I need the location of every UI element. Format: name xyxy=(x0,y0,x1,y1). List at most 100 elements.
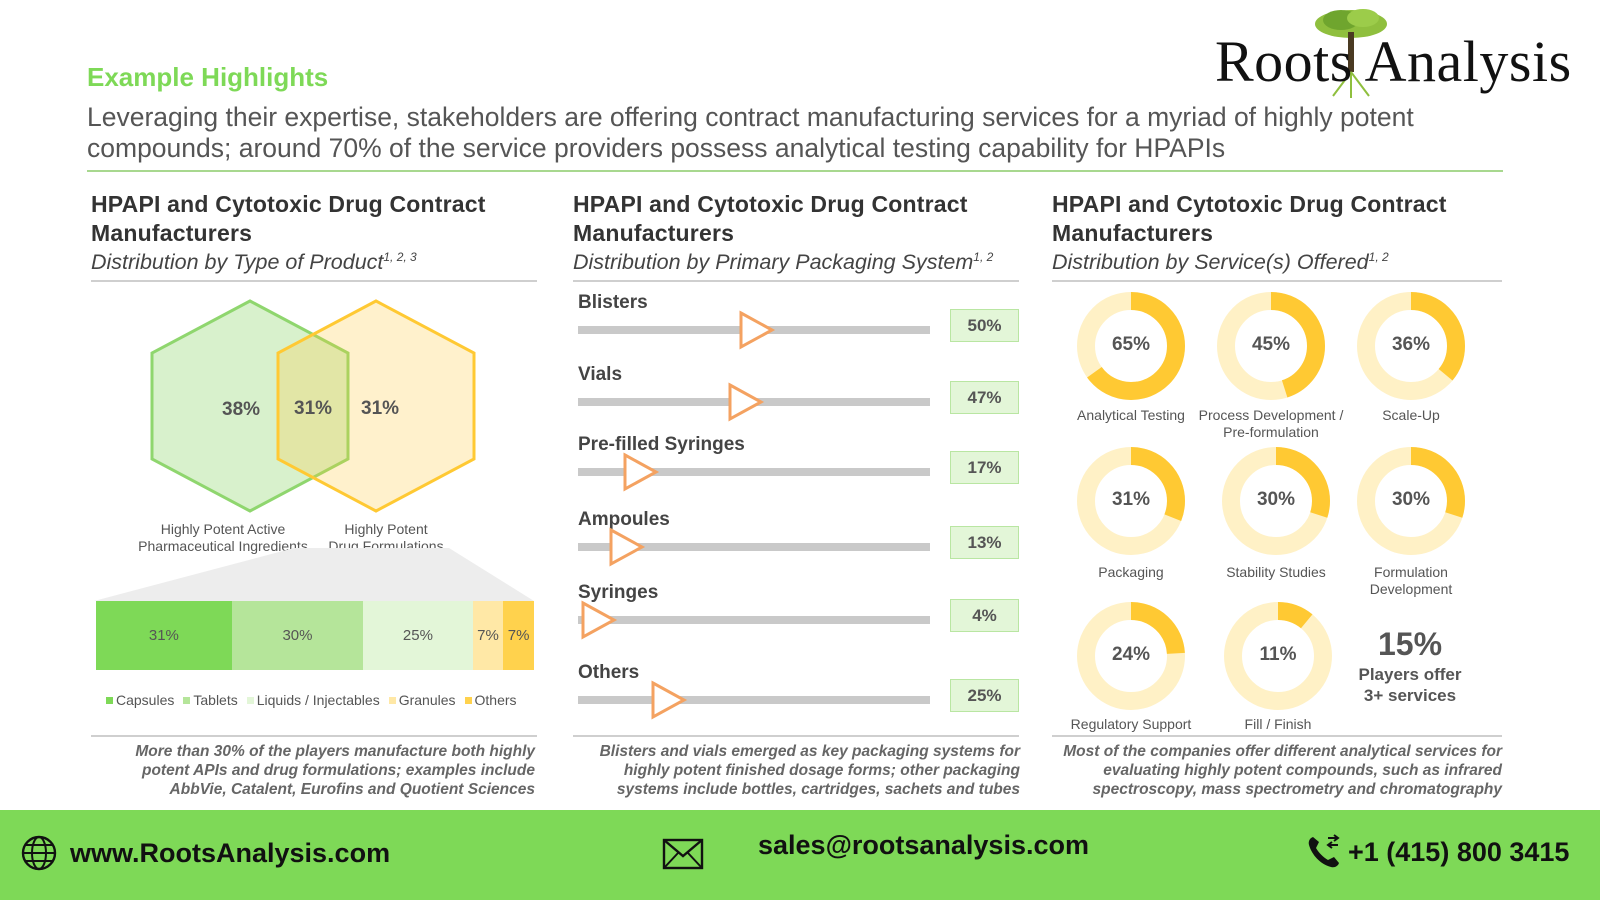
venn-left-pct: 38% xyxy=(222,399,261,420)
phone-icon xyxy=(1308,834,1340,868)
packaging-marker xyxy=(739,310,776,350)
service-pct: 31% xyxy=(1111,489,1151,510)
packaging-marker xyxy=(623,452,659,492)
service-donut xyxy=(1357,292,1465,400)
bar-segment: 7% xyxy=(472,601,504,670)
packaging-label: Syringes xyxy=(578,582,659,603)
packaging-marker xyxy=(609,527,645,567)
venn-right-pct: 31% xyxy=(361,398,400,419)
bar-segment: 31% xyxy=(96,601,232,670)
divider xyxy=(1052,280,1502,282)
zoom-wedge xyxy=(94,548,534,601)
service-label: Analytical Testing xyxy=(1077,407,1185,423)
service-label: Regulatory Support xyxy=(1070,716,1192,732)
footnote-ref: 1, 2 xyxy=(1368,250,1389,264)
panel-subtitle-services: Distribution by Service(s) Offered1, 2 xyxy=(1052,250,1389,275)
packaging-marker xyxy=(581,600,618,640)
panel-subtitle-text: Distribution by Primary Packaging System xyxy=(573,250,974,275)
panel-title-packaging: HPAPI and Cytotoxic Drug Contract Manufa… xyxy=(573,191,968,246)
service-pct: 36% xyxy=(1391,334,1431,355)
highlight-title: Example Highlights xyxy=(87,62,329,92)
packaging-track xyxy=(578,543,930,551)
service-pct: 30% xyxy=(1256,489,1296,510)
footnote-ref: 1, 2, 3 xyxy=(383,250,417,264)
service-donut xyxy=(1222,447,1330,555)
label-line: Pharmaceutical Ingredients xyxy=(138,538,308,554)
legend-item: Capsules xyxy=(106,692,174,708)
bar-segment: 7% xyxy=(503,601,534,670)
legend-swatch xyxy=(183,696,191,704)
packaging-label: Others xyxy=(578,662,640,683)
legend-item: Granules xyxy=(388,692,456,708)
legend-label: Granules xyxy=(398,692,456,708)
multi-service-text: Players offer 3+ services xyxy=(1358,665,1462,705)
panel-subtitle-packaging: Distribution by Primary Packaging System… xyxy=(573,250,993,275)
service-donut xyxy=(1077,447,1185,555)
email-link[interactable]: sales@rootsanalysis.com xyxy=(758,830,1089,860)
packaging-marker xyxy=(728,382,765,422)
venn-left-label: Highly Potent Active Pharmaceutical Ingr… xyxy=(128,521,318,555)
product-stacked-bar: 31% 30% 25% 7% 7% xyxy=(96,601,534,670)
phone-number[interactable]: +1 (415) 800 3415 xyxy=(1348,836,1570,867)
legend-swatch xyxy=(388,696,396,704)
panel-note-product: More than 30% of the players manufacture… xyxy=(135,743,535,798)
packaging-track xyxy=(578,468,930,476)
service-label: Fill / Finish xyxy=(1244,716,1312,732)
divider xyxy=(573,280,1019,282)
label-line: Highly Potent Active xyxy=(160,521,286,537)
legend-label: Capsules xyxy=(116,692,175,708)
panel-subtitle-product: Distribution by Type of Product1, 2, 3 xyxy=(91,250,417,275)
venn-overlap-pct: 31% xyxy=(294,398,333,419)
venn-diagram xyxy=(150,299,476,513)
service-label: Stability Studies xyxy=(1226,564,1326,580)
panel-subtitle-text: Distribution by Type of Product xyxy=(91,250,384,275)
service-pct: 30% xyxy=(1391,489,1431,510)
service-donut xyxy=(1077,602,1185,710)
footer-email[interactable]: sales@rootsanalysis.com xyxy=(758,830,1089,861)
service-label: Formulation Development xyxy=(1369,564,1453,597)
bar-segment: 30% xyxy=(231,601,364,670)
website-link[interactable]: www.RootsAnalysis.com xyxy=(70,837,391,868)
panel-title-services: HPAPI and Cytotoxic Drug Contract Manufa… xyxy=(1052,191,1447,246)
slide-subtitle: Leveraging their expertise, stakeholders… xyxy=(87,102,1414,163)
venn-hex-right xyxy=(276,299,476,513)
service-pct: 24% xyxy=(1111,644,1151,665)
divider xyxy=(91,735,537,737)
service-label: Process Development / Pre-formulation xyxy=(1198,407,1344,440)
packaging-marker xyxy=(651,680,688,720)
roots-analysis-logo: Roots Analysis xyxy=(1215,6,1595,98)
product-legend: Capsules Tablets Liquids / Injectables Gran… xyxy=(106,692,517,708)
service-pct: 11% xyxy=(1259,644,1297,665)
divider xyxy=(91,280,537,282)
packaging-label: Pre-filled Syringes xyxy=(578,434,745,455)
divider xyxy=(87,170,1503,172)
legend-label: Tablets xyxy=(193,692,238,708)
service-label: Scale-Up xyxy=(1382,407,1440,423)
legend-swatch xyxy=(464,696,472,704)
logo-wordmark: Roots Analysis xyxy=(1215,29,1572,94)
label-line: Highly Potent xyxy=(344,521,428,537)
panel-subtitle-text: Distribution by Service(s) Offered xyxy=(1052,250,1369,275)
packaging-label: Ampoules xyxy=(578,509,670,530)
service-pct: 65% xyxy=(1111,334,1151,355)
packaging-value: 50% xyxy=(950,309,1019,342)
venn-hex-left xyxy=(150,299,350,513)
legend-label: Others xyxy=(474,692,517,708)
contact-footer: www.RootsAnalysis.com sales@rootsanalysi… xyxy=(0,810,1600,900)
service-pct: 45% xyxy=(1251,334,1291,355)
legend-item: Tablets xyxy=(183,692,238,708)
divider xyxy=(573,735,1019,737)
service-donut xyxy=(1077,292,1185,400)
legend-swatch xyxy=(106,696,113,704)
service-label: Packaging xyxy=(1098,564,1164,580)
service-donut xyxy=(1357,447,1465,555)
bar-segment: 25% xyxy=(363,601,473,670)
globe-icon xyxy=(21,835,57,871)
tree-icon xyxy=(1315,9,1387,98)
legend-item: Others xyxy=(464,692,517,708)
panel-title-product: HPAPI and Cytotoxic Drug Contract Manufa… xyxy=(91,191,486,246)
footer-phone[interactable]: +1 (415) 800 3415 xyxy=(1306,834,1569,870)
packaging-label: Blisters xyxy=(578,292,648,313)
footer-website[interactable]: www.RootsAnalysis.com xyxy=(20,834,390,872)
